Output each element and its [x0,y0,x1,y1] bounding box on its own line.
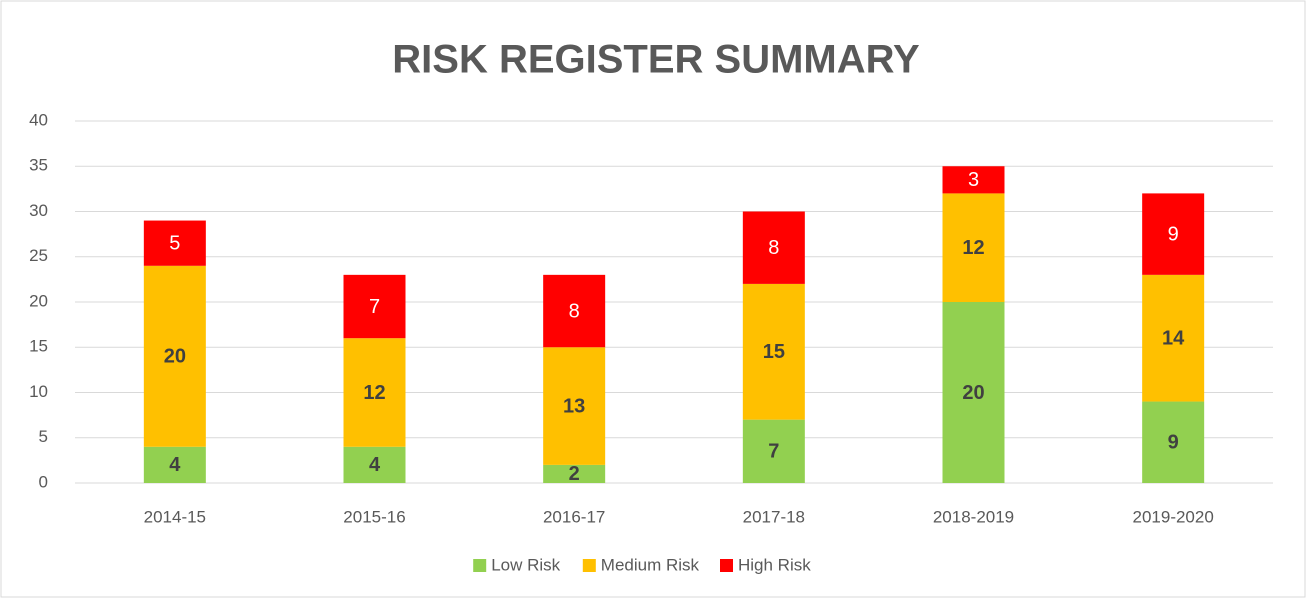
legend-label: Low Risk [491,555,560,574]
data-label: 5 [169,232,180,254]
y-tick-label: 30 [29,201,48,220]
y-tick-label: 15 [29,337,48,356]
bar-segment [343,446,406,483]
bar-segment [742,283,805,420]
x-tick-label: 2016-17 [543,507,605,526]
data-label: 9 [1168,432,1179,454]
bar-segment [543,274,606,348]
y-tick-label: 40 [29,110,48,129]
bar-segment [1142,401,1205,483]
y-tick-label: 5 [39,427,48,446]
legend-swatch [473,559,487,572]
data-label: 13 [563,395,585,417]
data-label: 4 [169,454,181,476]
data-label: 2 [569,463,580,485]
data-label: 8 [569,300,580,322]
y-tick-label: 20 [29,291,48,310]
bar-segment [143,220,206,266]
data-label: 4 [369,454,381,476]
bar-segment [1142,193,1205,275]
y-tick-label: 25 [29,246,48,265]
chart-title: RISK REGISTER SUMMARY [392,38,920,82]
data-label: 3 [968,169,979,191]
data-label: 7 [768,441,779,463]
data-label: 8 [768,237,779,259]
bar-segment [543,464,606,483]
legend-label: Medium Risk [601,555,700,574]
x-tick-label: 2014-15 [144,507,206,526]
bar-segment [742,419,805,483]
bar-segment [1142,274,1205,402]
bar-segment [143,265,206,447]
data-label: 15 [763,341,785,363]
bar-segment [942,302,1005,483]
data-label: 12 [363,382,385,404]
legend-swatch [582,559,596,572]
data-label: 20 [164,346,186,368]
bar-segment [143,446,206,483]
bar-segment [343,338,406,447]
x-tick-label: 2018-2019 [933,507,1014,526]
x-tick-label: 2017-18 [743,507,805,526]
data-label: 7 [369,296,380,318]
legend-label: High Risk [738,555,811,574]
y-tick-label: 35 [29,156,48,175]
x-tick-label: 2019-2020 [1133,507,1214,526]
data-label: 14 [1162,327,1185,349]
bar-segment [543,347,606,465]
y-tick-label: 10 [29,382,48,401]
bar-segment [942,193,1005,302]
bar-segment [343,274,406,339]
x-tick-label: 2015-16 [343,507,405,526]
bar-segment [742,211,805,284]
data-label: 9 [1168,223,1179,245]
bar-segment [942,166,1005,194]
y-tick-label: 0 [39,472,48,491]
data-label: 20 [962,382,984,404]
data-label: 12 [962,237,984,259]
legend-swatch [720,559,733,572]
